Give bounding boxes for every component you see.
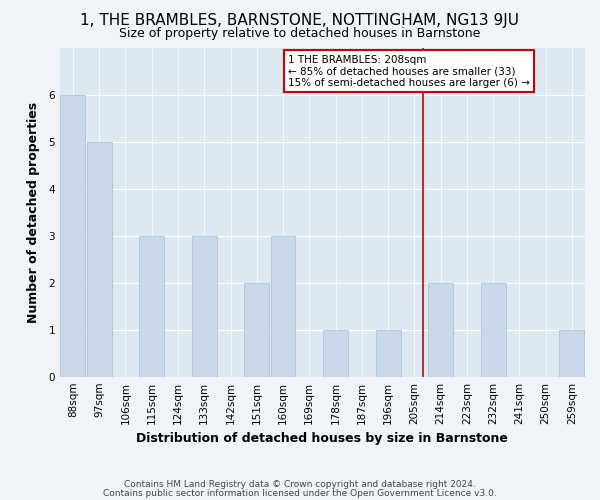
Bar bbox=[271, 236, 295, 376]
Bar bbox=[244, 282, 269, 376]
Text: Contains HM Land Registry data © Crown copyright and database right 2024.: Contains HM Land Registry data © Crown c… bbox=[124, 480, 476, 489]
Text: Contains public sector information licensed under the Open Government Licence v3: Contains public sector information licen… bbox=[103, 488, 497, 498]
Text: Size of property relative to detached houses in Barnstone: Size of property relative to detached ho… bbox=[119, 28, 481, 40]
Bar bbox=[323, 330, 348, 376]
Bar bbox=[559, 330, 584, 376]
Bar bbox=[481, 282, 506, 376]
Bar bbox=[139, 236, 164, 376]
Text: 1 THE BRAMBLES: 208sqm
← 85% of detached houses are smaller (33)
15% of semi-det: 1 THE BRAMBLES: 208sqm ← 85% of detached… bbox=[288, 54, 530, 88]
Bar bbox=[87, 142, 112, 376]
Bar bbox=[428, 282, 453, 376]
Y-axis label: Number of detached properties: Number of detached properties bbox=[27, 102, 40, 322]
Text: 1, THE BRAMBLES, BARNSTONE, NOTTINGHAM, NG13 9JU: 1, THE BRAMBLES, BARNSTONE, NOTTINGHAM, … bbox=[80, 12, 520, 28]
Bar bbox=[376, 330, 401, 376]
Bar bbox=[61, 94, 85, 376]
Bar bbox=[192, 236, 217, 376]
X-axis label: Distribution of detached houses by size in Barnstone: Distribution of detached houses by size … bbox=[136, 432, 508, 445]
